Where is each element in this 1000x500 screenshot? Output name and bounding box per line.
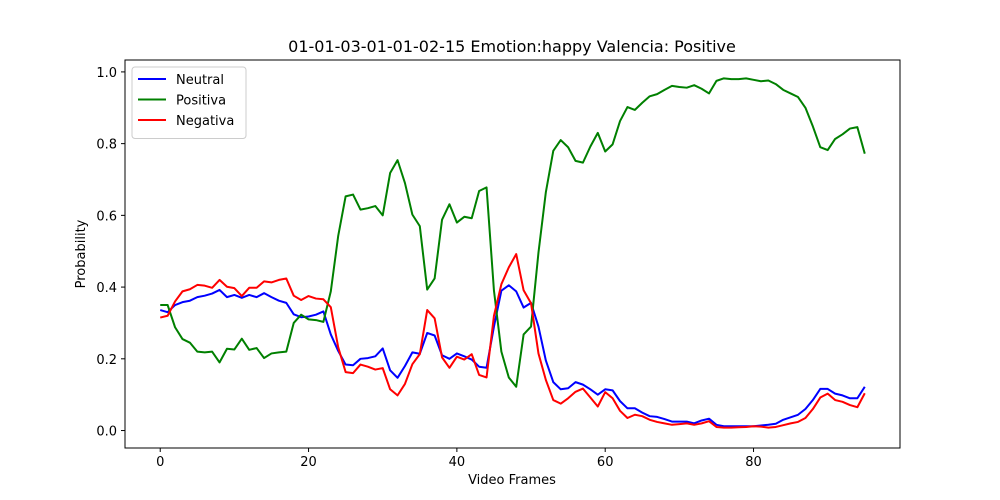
legend-label-negativa: Negativa xyxy=(176,114,234,129)
plot-frame xyxy=(124,59,901,449)
x-tick-label: 60 xyxy=(597,455,614,470)
chart-title: 01-01-03-01-01-02-15 Emotion:happy Valen… xyxy=(288,37,736,56)
plot-area xyxy=(159,77,866,429)
y-tick-label: 0.8 xyxy=(96,138,117,153)
series-line-positiva xyxy=(160,77,866,388)
legend-label-positiva: Positiva xyxy=(176,94,226,109)
y-tick-label: 0.4 xyxy=(96,281,117,296)
y-tick-label: 1.0 xyxy=(96,66,117,81)
x-tick-label: 40 xyxy=(449,455,466,470)
series-line-negativa xyxy=(159,253,866,429)
y-tick-label: 0.2 xyxy=(96,353,117,368)
x-tick-label: 0 xyxy=(156,455,164,470)
y-axis-ticks: 0.0 0.2 0.4 0.6 0.8 1.0 xyxy=(96,66,125,440)
x-axis-ticks: 0 20 40 60 80 xyxy=(156,448,762,470)
x-tick-label: 80 xyxy=(745,455,762,470)
legend: Neutral Positiva Negativa xyxy=(131,66,247,139)
x-axis-label: Video Frames xyxy=(468,473,556,488)
y-tick-label: 0.0 xyxy=(96,425,117,440)
x-tick-label: 20 xyxy=(300,455,317,470)
y-axis-label: Probability xyxy=(74,219,89,288)
legend-label-neutral: Neutral xyxy=(176,73,224,88)
y-tick-label: 0.6 xyxy=(96,209,117,224)
